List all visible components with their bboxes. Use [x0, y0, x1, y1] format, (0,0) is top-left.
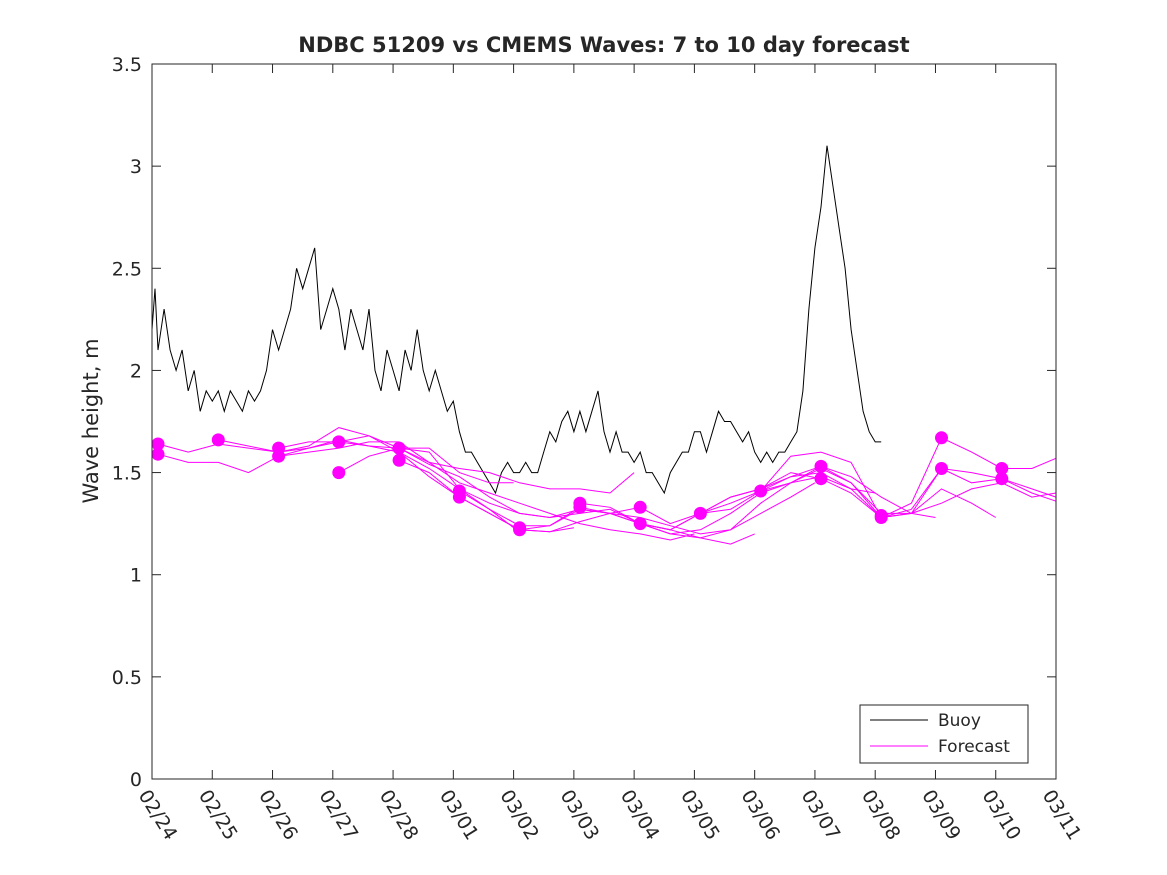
- x-tick-label: 03/05: [676, 786, 724, 844]
- forecast-marker-3: [211, 433, 225, 447]
- forecast-marker-23: [874, 509, 888, 522]
- y-tick-label: 3.5: [112, 54, 142, 76]
- buoy-line: [151, 145, 882, 495]
- forecast-marker-20: [814, 459, 828, 473]
- forecast-marker-27: [995, 472, 1009, 486]
- y-tick-label: 2: [130, 360, 142, 382]
- y-tick-label: 1: [130, 565, 142, 587]
- forecast-marker-21: [814, 472, 828, 486]
- forecast-marker-17: [633, 517, 647, 531]
- y-tick-label: 0: [130, 769, 142, 791]
- x-tick-label: 03/09: [917, 786, 965, 844]
- forecast-marker-16: [633, 500, 647, 514]
- forecast-marker-26: [995, 462, 1009, 475]
- buoy-series: [151, 145, 882, 495]
- x-tick-label: 03/04: [616, 786, 664, 844]
- y-tick-label: 3: [130, 156, 142, 178]
- forecast-marker-9: [392, 453, 406, 467]
- x-tick-label: 02/26: [254, 786, 302, 844]
- legend-forecast-label: Forecast: [938, 737, 1010, 757]
- y-axis-ticks: 0 0.5 1 1.5 2 2.5 3 3.5: [112, 54, 1056, 791]
- forecast-marker-18: [693, 506, 707, 520]
- forecast-line-9: [459, 467, 936, 535]
- x-tick-label: 02/27: [315, 786, 363, 844]
- y-tick-label: 1.5: [112, 463, 142, 485]
- axes-box: [151, 63, 1057, 780]
- x-tick-label: 03/10: [977, 786, 1025, 844]
- forecast-marker-6: [332, 435, 346, 449]
- x-tick-label: 02/25: [194, 786, 242, 844]
- forecast-marker-2: [151, 447, 165, 461]
- forecast-line-14: [760, 465, 1057, 519]
- x-tick-label: 03/01: [435, 786, 483, 844]
- forecast-marker-5: [272, 449, 286, 463]
- forecast-marker-24: [935, 431, 948, 445]
- x-tick-label: 03/06: [736, 786, 784, 844]
- x-tick-label: 03/07: [797, 786, 845, 844]
- forecast-marker-13: [513, 521, 527, 535]
- plot-area: [152, 64, 1056, 779]
- forecast-markers: [151, 431, 1009, 537]
- forecast-marker-11: [452, 490, 466, 504]
- legend: Buoy Forecast: [859, 704, 1029, 764]
- forecast-marker-1: [151, 437, 165, 451]
- x-tick-label: 03/08: [857, 786, 905, 844]
- x-tick-label: 02/24: [134, 786, 182, 844]
- x-tick-label: 03/03: [556, 786, 604, 844]
- x-tick-label: 03/11: [1038, 786, 1086, 844]
- forecast-marker-7: [332, 466, 346, 480]
- y-tick-label: 2.5: [112, 258, 142, 280]
- forecast-marker-8: [392, 441, 406, 455]
- forecast-marker-15: [573, 500, 587, 514]
- y-tick-label: 0.5: [112, 667, 142, 689]
- legend-buoy-label: Buoy: [938, 711, 981, 731]
- chart-title: NDBC 51209 vs CMEMS Waves: 7 to 10 day f…: [298, 33, 909, 57]
- forecast-line-12: [640, 467, 1057, 531]
- x-tick-label: 03/02: [495, 786, 543, 844]
- forecast-line-5: [278, 441, 695, 541]
- legend-box: [859, 704, 1029, 764]
- forecast-marker-19: [754, 484, 768, 498]
- x-tick-label: 02/28: [375, 786, 423, 844]
- y-axis-label: Wave height, m: [79, 338, 103, 503]
- forecast-line-7: [399, 447, 816, 539]
- forecast-marker-25: [935, 462, 948, 475]
